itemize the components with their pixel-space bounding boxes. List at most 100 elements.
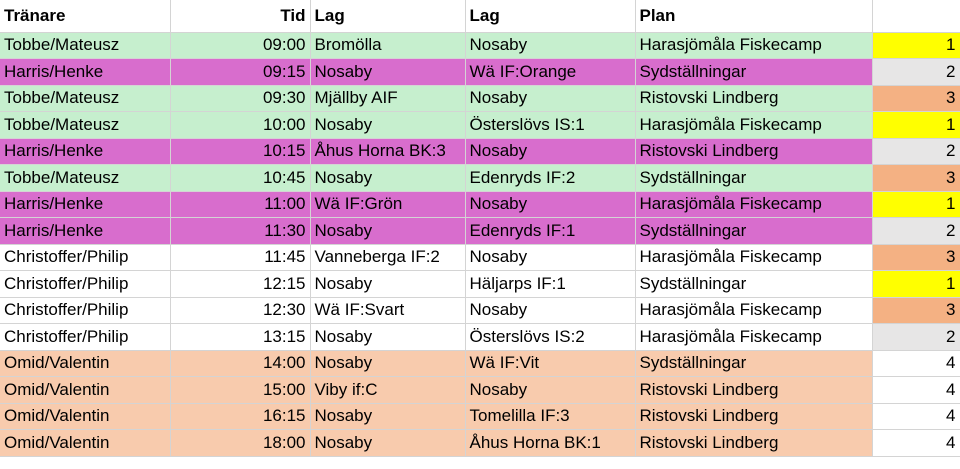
trainer-cell[interactable]: Harris/Henke (0, 217, 171, 245)
team-2-cell[interactable]: Åhus Horna BK:1 (465, 429, 636, 457)
trainer-cell[interactable]: Christoffer/Philip (0, 244, 171, 271)
trainer-cell[interactable]: Omid/Valentin (0, 376, 171, 404)
trainer-cell[interactable]: Tobbe/Mateusz (0, 111, 171, 139)
plan-cell[interactable]: Sydställningar (635, 270, 873, 298)
team-2-cell[interactable]: Nosaby (465, 85, 636, 112)
trainer-cell[interactable]: Omid/Valentin (0, 429, 171, 457)
team-1-cell[interactable]: Wä IF:Grön (310, 191, 466, 218)
plan-cell[interactable]: Sydställningar (635, 350, 873, 377)
plan-cell[interactable]: Harasjömåla Fiskecamp (635, 297, 873, 324)
team-2-cell[interactable]: Österslövs IS:2 (465, 323, 636, 351)
team-2-cell[interactable]: Häljarps IF:1 (465, 270, 636, 298)
plan-cell[interactable]: Ristovski Lindberg (635, 85, 873, 112)
time-cell[interactable]: 11:30 (170, 217, 311, 245)
time-cell[interactable]: 09:30 (170, 85, 311, 112)
team-2-cell[interactable]: Wä IF:Vit (465, 350, 636, 377)
team-1-cell[interactable]: Nosaby (310, 58, 466, 86)
plan-cell[interactable]: Sydställningar (635, 58, 873, 86)
header-rank[interactable] (872, 0, 960, 33)
rank-cell[interactable]: 2 (872, 217, 960, 245)
team-2-cell[interactable]: Edenryds IF:1 (465, 217, 636, 245)
time-cell[interactable]: 12:15 (170, 270, 311, 298)
rank-cell[interactable]: 1 (872, 111, 960, 139)
team-1-cell[interactable]: Nosaby (310, 350, 466, 377)
rank-cell[interactable]: 2 (872, 58, 960, 86)
team-2-cell[interactable]: Nosaby (465, 191, 636, 218)
header-team-1[interactable]: Lag (310, 0, 466, 33)
rank-cell[interactable]: 4 (872, 403, 960, 430)
team-1-cell[interactable]: Vanneberga IF:2 (310, 244, 466, 271)
team-2-cell[interactable]: Nosaby (465, 297, 636, 324)
team-1-cell[interactable]: Mjällby AIF (310, 85, 466, 112)
time-cell[interactable]: 12:30 (170, 297, 311, 324)
rank-cell[interactable]: 4 (872, 429, 960, 457)
team-1-cell[interactable]: Bromölla (310, 32, 466, 59)
team-2-cell[interactable]: Tomelilla IF:3 (465, 403, 636, 430)
rank-cell[interactable]: 2 (872, 323, 960, 351)
rank-cell[interactable]: 4 (872, 350, 960, 377)
trainer-cell[interactable]: Christoffer/Philip (0, 323, 171, 351)
time-cell[interactable]: 11:00 (170, 191, 311, 218)
rank-cell[interactable]: 4 (872, 376, 960, 404)
header-time[interactable]: Tid (170, 0, 311, 33)
rank-cell[interactable]: 1 (872, 270, 960, 298)
plan-cell[interactable]: Harasjömåla Fiskecamp (635, 32, 873, 59)
rank-cell[interactable]: 1 (872, 191, 960, 218)
team-1-cell[interactable]: Nosaby (310, 270, 466, 298)
team-1-cell[interactable]: Nosaby (310, 429, 466, 457)
rank-cell[interactable]: 3 (872, 85, 960, 112)
time-cell[interactable]: 13:15 (170, 323, 311, 351)
team-2-cell[interactable]: Wä IF:Orange (465, 58, 636, 86)
plan-cell[interactable]: Ristovski Lindberg (635, 138, 873, 165)
trainer-cell[interactable]: Christoffer/Philip (0, 270, 171, 298)
team-1-cell[interactable]: Wä IF:Svart (310, 297, 466, 324)
rank-cell[interactable]: 2 (872, 138, 960, 165)
time-cell[interactable]: 09:00 (170, 32, 311, 59)
rank-cell[interactable]: 1 (872, 32, 960, 59)
trainer-cell[interactable]: Tobbe/Mateusz (0, 164, 171, 192)
team-1-cell[interactable]: Nosaby (310, 111, 466, 139)
plan-cell[interactable]: Sydställningar (635, 217, 873, 245)
trainer-cell[interactable]: Omid/Valentin (0, 403, 171, 430)
trainer-cell[interactable]: Harris/Henke (0, 191, 171, 218)
time-cell[interactable]: 10:00 (170, 111, 311, 139)
plan-cell[interactable]: Harasjömåla Fiskecamp (635, 244, 873, 271)
team-1-cell[interactable]: Nosaby (310, 403, 466, 430)
plan-cell[interactable]: Harasjömåla Fiskecamp (635, 111, 873, 139)
header-team-2[interactable]: Lag (465, 0, 636, 33)
plan-cell[interactable]: Ristovski Lindberg (635, 429, 873, 457)
trainer-cell[interactable]: Tobbe/Mateusz (0, 32, 171, 59)
trainer-cell[interactable]: Omid/Valentin (0, 350, 171, 377)
plan-cell[interactable]: Harasjömåla Fiskecamp (635, 323, 873, 351)
time-cell[interactable]: 16:15 (170, 403, 311, 430)
trainer-cell[interactable]: Harris/Henke (0, 138, 171, 165)
time-cell[interactable]: 18:00 (170, 429, 311, 457)
team-2-cell[interactable]: Nosaby (465, 32, 636, 59)
time-cell[interactable]: 15:00 (170, 376, 311, 404)
plan-cell[interactable]: Ristovski Lindberg (635, 403, 873, 430)
rank-cell[interactable]: 3 (872, 164, 960, 192)
team-2-cell[interactable]: Österslövs IS:1 (465, 111, 636, 139)
trainer-cell[interactable]: Tobbe/Mateusz (0, 85, 171, 112)
rank-cell[interactable]: 3 (872, 244, 960, 271)
team-2-cell[interactable]: Nosaby (465, 138, 636, 165)
time-cell[interactable]: 10:15 (170, 138, 311, 165)
time-cell[interactable]: 11:45 (170, 244, 311, 271)
team-2-cell[interactable]: Nosaby (465, 376, 636, 404)
team-1-cell[interactable]: Nosaby (310, 323, 466, 351)
team-1-cell[interactable]: Viby if:C (310, 376, 466, 404)
plan-cell[interactable]: Harasjömåla Fiskecamp (635, 191, 873, 218)
team-1-cell[interactable]: Nosaby (310, 164, 466, 192)
team-1-cell[interactable]: Nosaby (310, 217, 466, 245)
trainer-cell[interactable]: Harris/Henke (0, 58, 171, 86)
plan-cell[interactable]: Ristovski Lindberg (635, 376, 873, 404)
plan-cell[interactable]: Sydställningar (635, 164, 873, 192)
time-cell[interactable]: 14:00 (170, 350, 311, 377)
header-trainer[interactable]: Tränare (0, 0, 171, 33)
team-2-cell[interactable]: Edenryds IF:2 (465, 164, 636, 192)
trainer-cell[interactable]: Christoffer/Philip (0, 297, 171, 324)
time-cell[interactable]: 09:15 (170, 58, 311, 86)
team-1-cell[interactable]: Åhus Horna BK:3 (310, 138, 466, 165)
header-plan[interactable]: Plan (635, 0, 873, 33)
time-cell[interactable]: 10:45 (170, 164, 311, 192)
